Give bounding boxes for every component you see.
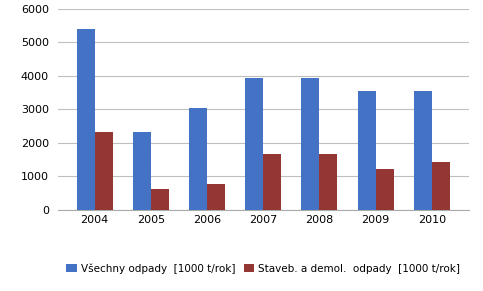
Bar <box>376 169 394 210</box>
Bar <box>414 91 432 210</box>
Bar <box>133 132 151 210</box>
Bar <box>189 108 207 210</box>
Bar <box>301 78 319 210</box>
Bar <box>319 154 338 210</box>
Bar <box>245 78 263 210</box>
Bar <box>432 162 450 210</box>
Bar <box>95 132 113 210</box>
Legend: Všechny odpady  [1000 t/rok], Staveb. a demol.  odpady  [1000 t/rok]: Všechny odpady [1000 t/rok], Staveb. a d… <box>62 259 464 278</box>
Bar <box>77 29 95 210</box>
Bar <box>151 189 169 210</box>
Bar <box>263 154 281 210</box>
Bar <box>358 91 376 210</box>
Bar <box>207 184 225 210</box>
